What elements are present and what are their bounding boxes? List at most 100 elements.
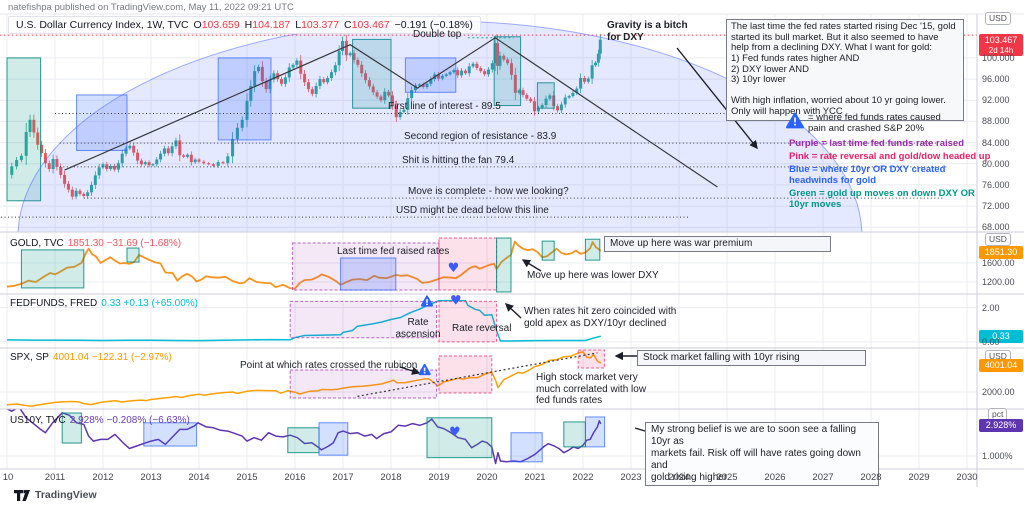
- annotation-correlated: High stock market very much correlated w…: [536, 372, 647, 407]
- dxy-price-tick: 92.000: [982, 95, 1010, 105]
- annotation-rate-reversal: Rate reversal: [452, 323, 512, 334]
- gold-unit-pill: USD: [985, 233, 1011, 246]
- dxy-close-label: C: [344, 19, 352, 31]
- fed-price-tick: 2.00: [982, 303, 1000, 313]
- annotation-move-complete: Move is complete - how we looking?: [408, 186, 569, 197]
- spx-symbol: SPX, SP: [10, 352, 49, 363]
- heart-icon: ♥: [449, 425, 461, 440]
- annotation-first-line: First line of interest - 89.5: [388, 101, 501, 112]
- dxy-price-badge-value: 103.467: [984, 35, 1018, 45]
- annotation-lower-dxy: Move up here was lower DXY: [527, 270, 659, 281]
- annotation-double-top: Double top: [413, 29, 462, 40]
- us10y-values: 2.928% −0.208% (−6.63%): [69, 415, 190, 426]
- annotation-rubicon: Point at which rates crossed the rubicon: [240, 360, 418, 371]
- gold-values: 1851.30 −31.69 (−1.68%): [67, 238, 182, 249]
- us10y-unit-pill: pct: [988, 408, 1008, 421]
- annotation-fan: Shit is hitting the fan 79.4: [402, 155, 515, 166]
- dxy-open-label: O: [193, 19, 202, 31]
- dxy-high-value: 104.187: [252, 19, 291, 31]
- key-pink-text: Pink = rate reversal and gold/dow headed…: [789, 151, 991, 162]
- heart-icon: ♥: [450, 293, 462, 308]
- dxy-unit-pill: USD: [985, 12, 1011, 25]
- dxy-price-tick: 100.000: [982, 53, 1015, 63]
- key-warning-text: = where fed funds rates caused pain and …: [808, 112, 941, 134]
- spx-price-tick: 2000.00: [982, 387, 1015, 397]
- spx-values: 4001.04 −122.31 (−2.97%): [52, 352, 172, 363]
- annotation-rate-ascension: Rate ascension: [395, 317, 441, 340]
- key-green-text: Green = gold up moves on down DXY OR 10y…: [789, 188, 975, 210]
- dxy-change: −0.191 (−0.18%): [394, 19, 473, 31]
- gold-price-tick: 1200.00: [982, 277, 1015, 287]
- key-blue-text: Blue = where 10yr OR DXY created headwin…: [789, 164, 946, 186]
- fedfunds-symbol: FEDFUNDS, FRED: [10, 298, 98, 309]
- dxy-price-tick: 76.000: [982, 180, 1010, 190]
- fedfunds-price-badge: 0.33: [979, 330, 1023, 343]
- gold-price-badge: 1851.30: [979, 246, 1023, 259]
- time-axis-label: 2020: [476, 472, 498, 483]
- annotation-fed-raised: Last time fed raised rates: [337, 246, 450, 257]
- tradingview-logo-icon: [14, 489, 30, 501]
- time-axis-label: 2029: [908, 472, 930, 483]
- time-axis-label: 2022: [572, 472, 594, 483]
- time-axis-label: 2021: [524, 472, 546, 483]
- time-axis-label: 2012: [92, 472, 114, 483]
- warning-icon: [786, 112, 804, 129]
- gold-price-tick: 1600.00: [982, 258, 1015, 268]
- attribution-text: natefishpa published on TradingView.com,…: [8, 2, 294, 13]
- time-axis-label: 2018: [380, 472, 402, 483]
- heart-icon: ♥: [448, 261, 460, 276]
- us10y-price-tick: 1.000%: [982, 451, 1013, 461]
- dxy-price-tick: 88.000: [982, 116, 1010, 126]
- dxy-price-tick: 96.000: [982, 74, 1010, 84]
- us10y-price-badge: 2.928%: [979, 419, 1023, 432]
- dxy-symbol: U.S. Dollar Currency Index, 1W, TVC: [16, 19, 189, 31]
- fed-price-tick: 0.00: [982, 337, 1000, 347]
- time-axis-label: 2015: [236, 472, 258, 483]
- dxy-price-tick: 84.000: [982, 138, 1010, 148]
- time-axis-label: 2011: [44, 472, 66, 483]
- tradingview-brand: TradingView: [35, 489, 97, 501]
- callout-stock-falling: Stock market falling with 10yr rising: [637, 350, 866, 366]
- fedfunds-values: 0.33 +0.13 (+65.00%): [101, 298, 198, 309]
- time-axis-label: 2014: [188, 472, 210, 483]
- time-axis-label: 2027: [812, 472, 834, 483]
- fedfunds-legend: FEDFUNDS, FRED 0.33 +0.13 (+65.00%): [10, 298, 198, 309]
- annotation-second-resistance: Second region of resistance - 83.9: [404, 131, 557, 142]
- time-axis-label: 10: [2, 472, 14, 483]
- callout-strong-belief: My strong belief is we are to soon see a…: [645, 422, 879, 486]
- time-axis-label: 2024: [668, 472, 690, 483]
- callout-war-premium: Move up here was war premium: [604, 236, 831, 252]
- tradingview-footer[interactable]: TradingView: [14, 489, 97, 501]
- time-axis-label: 2030: [956, 472, 978, 483]
- dxy-high-label: H: [244, 19, 253, 31]
- dxy-open-value: 103.659: [201, 19, 240, 31]
- dxy-price-tick: 80.000: [982, 159, 1010, 169]
- dxy-price-tick: 68.000: [982, 222, 1010, 232]
- us10y-symbol: US10Y, TVC: [10, 415, 66, 426]
- annotation-gravity: Gravity is a bitch for DXY: [607, 20, 688, 43]
- time-axis-label: 2013: [140, 472, 162, 483]
- time-axis-label: 2026: [764, 472, 786, 483]
- time-axis-label: 2025: [716, 472, 738, 483]
- time-axis-label: 2019: [428, 472, 450, 483]
- us10y-legend: US10Y, TVC 2.928% −0.208% (−6.63%): [10, 415, 190, 426]
- time-axis-label: 2017: [332, 472, 354, 483]
- key-purple-text: Purple = last time fed funds rate raised: [789, 138, 965, 149]
- dxy-price-tick: 72.000: [982, 201, 1010, 211]
- time-axis-label: 2028: [860, 472, 882, 483]
- note-box: The last time the fed rates started risi…: [726, 19, 964, 121]
- spx-legend: SPX, SP 4001.04 −122.31 (−2.97%): [10, 352, 172, 363]
- dxy-low-value: 103.377: [301, 19, 340, 31]
- dxy-low-label: L: [295, 19, 302, 31]
- dxy-close-value: 103.467: [351, 19, 390, 31]
- time-axis-label: 2016: [284, 472, 306, 483]
- dxy-price-badge: 103.467 2d 14h: [979, 34, 1023, 56]
- warning-icon: [420, 295, 434, 307]
- annotation-rates-zero: When rates hit zero coincided with gold …: [524, 306, 677, 329]
- time-axis-label: 2023: [620, 472, 642, 483]
- dxy-legend: U.S. Dollar Currency Index, 1W, TVC O103.…: [8, 16, 481, 34]
- warning-icon: [418, 363, 431, 376]
- spx-price-badge: 4001.04: [979, 359, 1023, 372]
- gold-legend: GOLD, TVC 1851.30 −31.69 (−1.68%): [10, 238, 181, 249]
